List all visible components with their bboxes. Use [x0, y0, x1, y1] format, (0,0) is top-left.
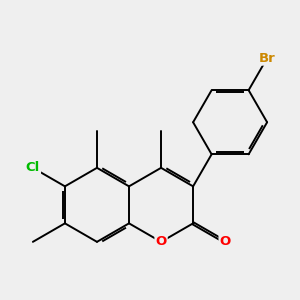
Text: Cl: Cl	[26, 161, 40, 174]
Text: O: O	[220, 235, 231, 248]
Text: O: O	[155, 235, 167, 248]
Text: Br: Br	[259, 52, 275, 65]
